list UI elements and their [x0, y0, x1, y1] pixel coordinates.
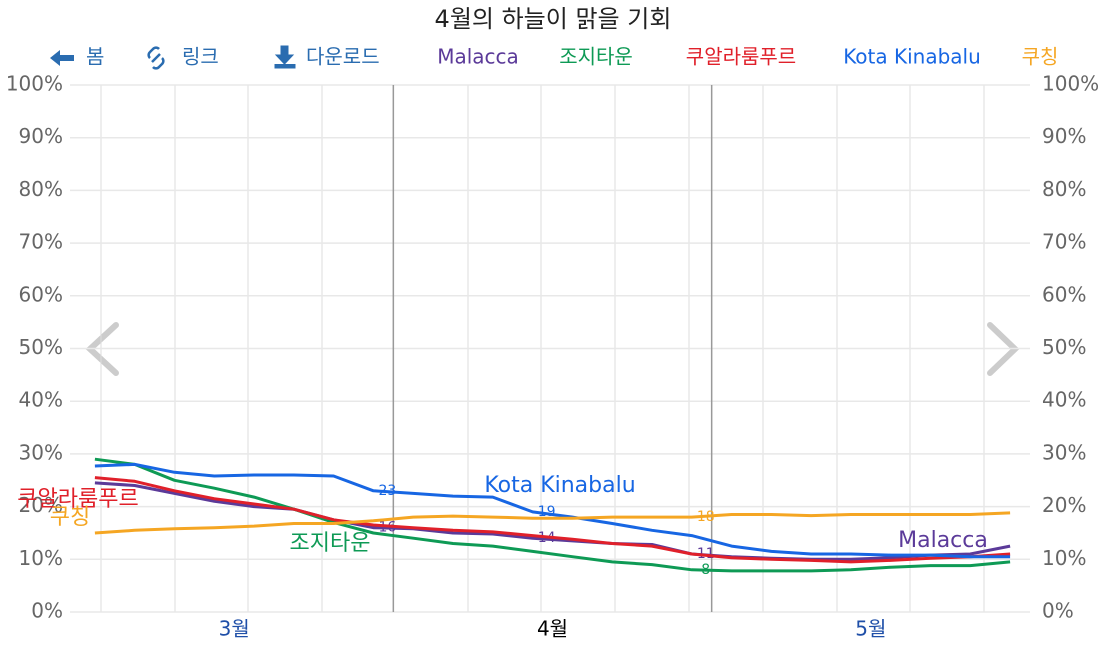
- download-icon: [274, 45, 296, 69]
- x-tick-label: 4월: [537, 617, 568, 641]
- chart-title: 4월의 하늘이 맑을 기회: [435, 5, 672, 33]
- legend-entry: 쿠알라룸푸르: [686, 45, 796, 69]
- value-label: 19: [538, 504, 556, 520]
- y2-tick-label: 20%: [1042, 493, 1086, 517]
- button-label: 링크: [182, 45, 219, 69]
- y2-tick-label: 60%: [1042, 282, 1086, 306]
- x-tick-label: 3월: [219, 617, 250, 641]
- y-tick-label: 20%: [19, 493, 63, 517]
- value-label: 18: [697, 509, 715, 525]
- y2-tick-label: 40%: [1042, 388, 1086, 412]
- y-tick-label: 10%: [19, 546, 63, 570]
- legend-entry: 조지타운: [559, 45, 633, 69]
- y2-tick-label: 30%: [1042, 440, 1086, 464]
- legend-entry: 쿠칭: [1022, 45, 1059, 69]
- y2-tick-label: 10%: [1042, 546, 1086, 570]
- value-label: 8: [701, 562, 710, 578]
- legend-entry: Malacca: [437, 45, 519, 69]
- value-label: 23: [379, 483, 397, 499]
- series-line: [94, 481, 1011, 561]
- series-label: Kota Kinabalu: [484, 473, 635, 498]
- y-tick-label: 70%: [19, 230, 63, 254]
- series-line: [94, 457, 1011, 573]
- y-tick-label: 60%: [19, 282, 63, 306]
- back-icon: [50, 50, 74, 66]
- series-line: [94, 511, 1011, 535]
- button-label: 봄: [86, 45, 104, 69]
- y-tick-label: 0%: [31, 599, 63, 623]
- y2-tick-label: 70%: [1042, 230, 1086, 254]
- y-tick-label: 50%: [19, 335, 63, 359]
- y2-tick-label: 0%: [1042, 599, 1074, 623]
- y-tick-label: 90%: [19, 124, 63, 148]
- legend-entry: Kota Kinabalu: [843, 45, 981, 69]
- y-tick-label: 100%: [6, 72, 63, 96]
- y2-tick-label: 100%: [1042, 72, 1099, 96]
- series-label: 쿠알라룸푸르: [17, 487, 138, 512]
- y-tick-label: 80%: [19, 177, 63, 201]
- y-tick-label: 40%: [19, 388, 63, 412]
- series-line: [94, 476, 1011, 564]
- y-tick-label: 30%: [19, 440, 63, 464]
- back-button[interactable]: 봄: [50, 45, 104, 69]
- series-label: 쿠칭: [50, 505, 90, 530]
- x-tick-label: 5월: [855, 617, 886, 641]
- button-label: 다운로드: [306, 45, 380, 69]
- series-line: [94, 462, 1011, 559]
- value-label: 16: [379, 520, 397, 536]
- y2-tick-label: 80%: [1042, 177, 1086, 201]
- link-button[interactable]: 링크: [147, 45, 219, 70]
- link-icon: [147, 46, 165, 70]
- series-label: 조지타운: [290, 531, 371, 556]
- series-label: Malacca: [898, 528, 988, 553]
- y2-tick-label: 50%: [1042, 335, 1086, 359]
- download-button[interactable]: 다운로드: [274, 45, 380, 69]
- y2-tick-label: 90%: [1042, 124, 1086, 148]
